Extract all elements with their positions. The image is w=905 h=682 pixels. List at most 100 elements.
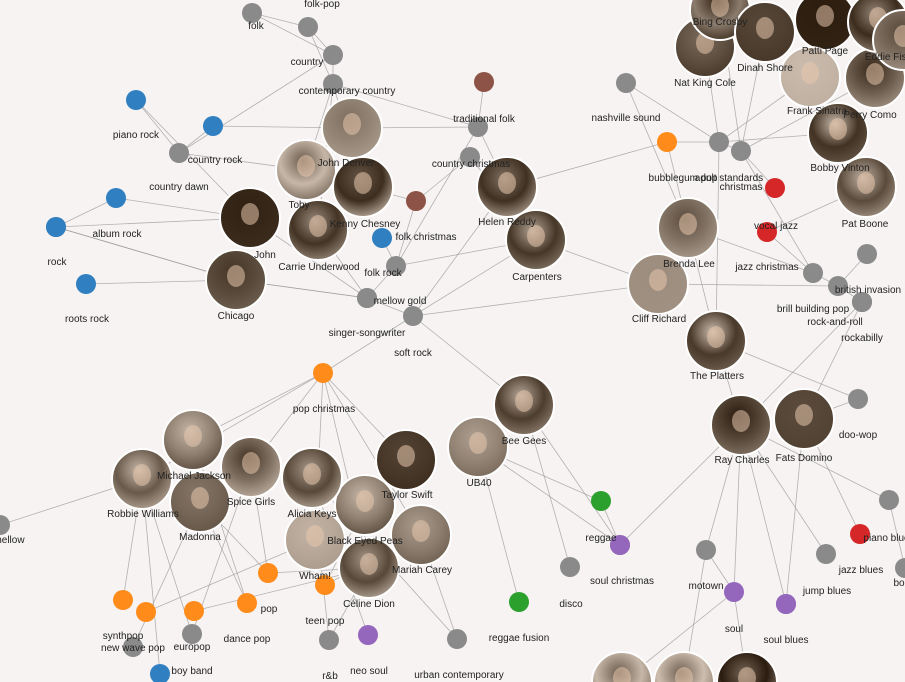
artist-node-pat-boone[interactable] — [835, 156, 897, 218]
genre-node-folk-rock[interactable] — [386, 256, 406, 276]
artist-node-dinah-shore[interactable] — [734, 1, 796, 63]
artist-node-bee-gees[interactable] — [493, 374, 555, 436]
artist-photo[interactable] — [873, 10, 905, 70]
genre-node-country[interactable] — [323, 45, 343, 65]
genre-node-synthpop[interactable] — [113, 590, 133, 610]
genre-node-disco[interactable] — [560, 557, 580, 577]
artist-node-the-platters[interactable] — [685, 310, 747, 372]
genre-node-rockabilly[interactable] — [852, 292, 872, 312]
genre-node-rock[interactable] — [46, 217, 66, 237]
artist-node-carrie-underwood[interactable] — [287, 199, 349, 261]
genre-node-dance-pop[interactable] — [237, 593, 257, 613]
genre-node-nashville-sound[interactable] — [616, 73, 636, 93]
artist-face-shape — [613, 667, 631, 682]
genre-node-orange-5[interactable] — [136, 602, 156, 622]
genre-node-doo-wop[interactable] — [848, 389, 868, 409]
genre-node-christmas[interactable] — [731, 141, 751, 161]
genre-node-mellow[interactable] — [0, 515, 10, 535]
genre-node-jazz-christmas[interactable] — [803, 263, 823, 283]
genre-node-bubblegum-pop[interactable] — [657, 132, 677, 152]
artist-face-shape — [412, 520, 430, 542]
genre-node-europop[interactable] — [182, 624, 202, 644]
artist-node-spice-girls[interactable] — [220, 436, 282, 498]
artist-node-ray-charles[interactable] — [710, 394, 772, 456]
genre-node-orange-6[interactable] — [184, 601, 204, 621]
genre-node-pop-christmas[interactable] — [313, 363, 333, 383]
artist-node-helen-reddy[interactable] — [476, 156, 538, 218]
artist-node-carpenters[interactable] — [505, 209, 567, 271]
genre-node-urban-contemporary[interactable] — [447, 629, 467, 649]
genre-node-neo-soul[interactable] — [358, 625, 378, 645]
genre-node-vocal-jazz[interactable] — [757, 222, 777, 242]
artist-node-patti-page[interactable] — [794, 0, 856, 51]
node-label-folk-rock: folk rock — [364, 268, 402, 279]
genre-node-folk-christmas[interactable] — [406, 191, 426, 211]
genre-node-country-christmas[interactable] — [460, 147, 480, 167]
genre-node-motown[interactable] — [696, 540, 716, 560]
artist-node-bobby-vinton[interactable] — [807, 102, 869, 164]
genre-node-green-reggae[interactable] — [591, 491, 611, 511]
node-label-bobby-vinton: Bobby Vinton — [810, 163, 869, 174]
node-label-adult-standards: adult standards — [695, 173, 763, 184]
artist-node-ub40[interactable] — [447, 416, 509, 478]
genre-node-soul-blues[interactable] — [776, 594, 796, 614]
genre-node-pop[interactable] — [258, 563, 278, 583]
artist-node-wham[interactable] — [284, 509, 346, 571]
genre-node-brown-top[interactable] — [474, 72, 494, 92]
genre-node-reggae[interactable] — [610, 535, 630, 555]
genre-node-blue-folk[interactable] — [372, 228, 392, 248]
artist-node-john[interactable] — [219, 187, 281, 249]
genre-node-rnb[interactable] — [319, 630, 339, 650]
genre-node-country-dawn[interactable] — [106, 188, 126, 208]
artist-node-fats-domino[interactable] — [773, 388, 835, 450]
genre-node-grey-right[interactable] — [879, 490, 899, 510]
genre-node-country-rock[interactable] — [169, 143, 189, 163]
genre-node-new-wave-pop[interactable] — [123, 637, 143, 657]
artist-node-black-eyed-peas[interactable] — [334, 474, 396, 536]
genre-node-blue-2[interactable] — [203, 116, 223, 136]
genre-node-boy-band[interactable] — [150, 664, 170, 682]
artist-node-cliff-richard[interactable] — [627, 253, 689, 315]
artist-node-photo-bottom-3[interactable] — [716, 651, 778, 682]
artist-photo-ring — [493, 374, 555, 436]
genre-node-soul[interactable] — [724, 582, 744, 602]
genre-node-adult-standards[interactable] — [709, 132, 729, 152]
artist-node-chicago[interactable] — [205, 249, 267, 311]
artist-node-mariah-carey[interactable] — [390, 504, 452, 566]
artist-node-alicia-keys[interactable] — [281, 447, 343, 509]
artist-node-kenny-chesney[interactable] — [332, 156, 394, 218]
genre-node-soft-rock[interactable] — [403, 306, 423, 326]
edge-adult-standards-the-platters — [715, 141, 720, 342]
artist-node-frank-sinatra[interactable] — [779, 46, 841, 108]
artist-node-toby[interactable] — [275, 139, 337, 201]
genre-node-reggae-fusion[interactable] — [509, 592, 529, 612]
artist-node-photo-bottom-1[interactable] — [591, 651, 653, 682]
artist-node-robbie-williams[interactable] — [111, 448, 173, 510]
genre-node-folk-pop[interactable] — [298, 17, 318, 37]
genre-node-singer-songwriter[interactable] — [357, 288, 377, 308]
artist-node-photo-bottom-2[interactable] — [653, 651, 715, 682]
artist-node-john-denver[interactable] — [321, 97, 383, 159]
artist-node-celine-dion[interactable] — [338, 537, 400, 599]
artist-node-madonna[interactable] — [169, 471, 231, 533]
genre-node-contemporary-country[interactable] — [323, 74, 343, 94]
genre-node-red-christmas[interactable] — [765, 178, 785, 198]
artist-node-taylor-swift[interactable] — [375, 429, 437, 491]
genre-node-folk[interactable] — [242, 3, 262, 23]
genre-node-jazz-blues[interactable] — [816, 544, 836, 564]
genre-node-piano-blues[interactable] — [850, 524, 870, 544]
genre-node-bo[interactable] — [895, 558, 905, 578]
genre-node-roots-rock[interactable] — [76, 274, 96, 294]
artist-node-michael-jackson[interactable] — [162, 409, 224, 471]
artist-node-brenda-lee[interactable] — [657, 197, 719, 259]
genre-node-british-invasion[interactable] — [828, 276, 848, 296]
node-label-mellow: mellow — [0, 535, 25, 546]
node-label-mariah-carey: Mariah Carey — [392, 565, 452, 576]
genre-node-traditional-folk[interactable] — [468, 117, 488, 137]
artist-node-photo-top-right[interactable] — [872, 9, 905, 71]
genre-node-grey-bi[interactable] — [857, 244, 877, 264]
genre-node-piano-rock[interactable] — [126, 90, 146, 110]
genre-node-teen-pop[interactable] — [315, 575, 335, 595]
